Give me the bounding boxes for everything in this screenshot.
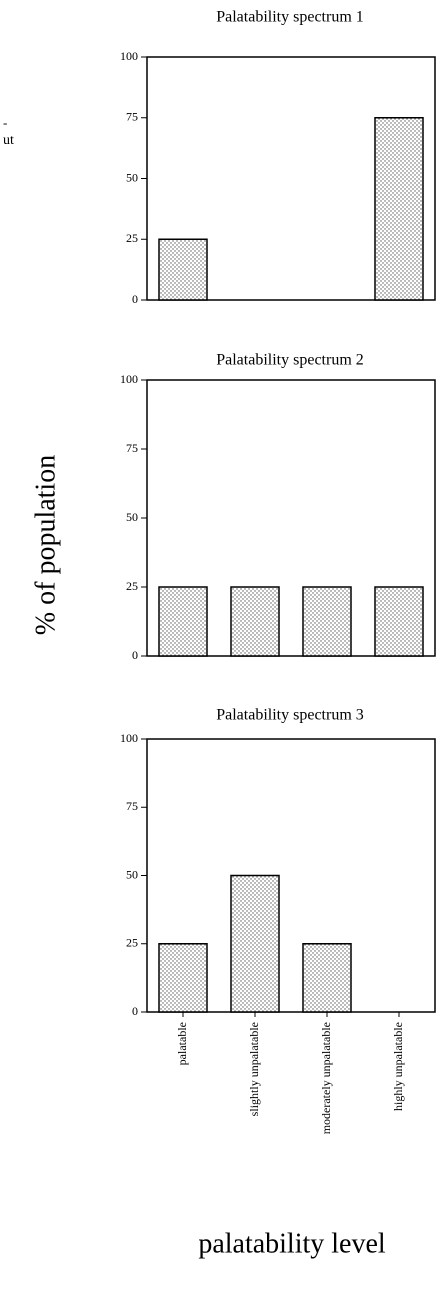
y-tick-label: 25: [126, 579, 138, 593]
bar: [230, 586, 280, 657]
y-tick-label: 0: [132, 292, 138, 306]
y-tick-label: 75: [126, 441, 138, 455]
y-tick-label: 50: [126, 867, 138, 881]
x-axis-label: palatability level: [198, 1228, 386, 1259]
chart-title: Palatability spectrum 3: [216, 707, 364, 724]
x-tick-label: slightly unpalatable: [247, 1022, 261, 1116]
y-tick-label: 100: [120, 731, 138, 745]
y-tick-label: 25: [126, 936, 138, 950]
x-tick-label: palatable: [175, 1022, 189, 1065]
y-tick-label: 75: [126, 110, 138, 124]
y-tick-label: 100: [120, 49, 138, 63]
chart-title: Palatability spectrum 2: [216, 352, 364, 369]
x-tick-label: moderately unpalatable: [319, 1022, 333, 1134]
y-tick-label: 100: [120, 372, 138, 386]
y-tick-label: 50: [126, 170, 138, 184]
bar: [158, 943, 208, 1013]
cropped-text: ut: [3, 133, 14, 148]
bar: [158, 586, 208, 657]
y-tick-label: 0: [132, 1004, 138, 1018]
bar: [374, 586, 424, 657]
bar: [374, 117, 424, 301]
chart-title: Palatability spectrum 1: [216, 9, 364, 26]
y-tick-label: 25: [126, 231, 138, 245]
bar: [302, 943, 352, 1013]
y-tick-label: 0: [132, 648, 138, 662]
bar: [158, 238, 208, 301]
y-tick-label: 50: [126, 510, 138, 524]
bar: [230, 874, 280, 1013]
y-axis-label: % of population: [30, 455, 61, 635]
cropped-text: -: [3, 115, 7, 130]
bar: [302, 586, 352, 657]
x-tick-label: highly unpalatable: [391, 1022, 405, 1111]
y-tick-label: 75: [126, 799, 138, 813]
